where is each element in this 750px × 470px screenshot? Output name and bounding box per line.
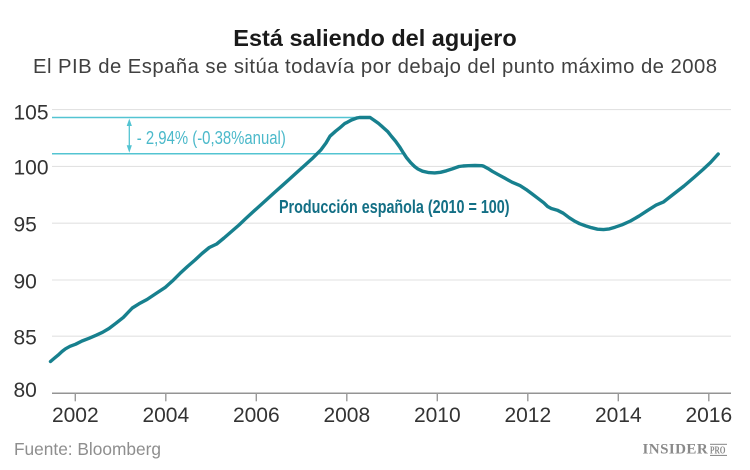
svg-text:100: 100: [14, 157, 49, 180]
svg-text:85: 85: [14, 327, 37, 350]
svg-text:Está saliendo del agujero: Está saliendo del agujero: [233, 25, 516, 51]
svg-text:INSIDER: INSIDER: [643, 442, 709, 458]
svg-text:2010: 2010: [414, 404, 461, 427]
svg-text:Fuente: Bloomberg: Fuente: Bloomberg: [14, 439, 161, 459]
svg-text:2006: 2006: [233, 404, 280, 427]
svg-text:90: 90: [14, 270, 37, 293]
svg-text:2008: 2008: [323, 404, 370, 427]
svg-text:2014: 2014: [595, 404, 642, 427]
svg-text:PRO: PRO: [710, 445, 726, 456]
svg-text:2012: 2012: [504, 404, 551, 427]
svg-text:2004: 2004: [142, 404, 189, 427]
svg-text:El PIB de España se sitúa toda: El PIB de España se sitúa todavía por de…: [33, 56, 717, 78]
svg-text:- 2,94% (-0,38%anual): - 2,94% (-0,38%anual): [137, 128, 286, 148]
svg-text:105: 105: [14, 101, 49, 124]
svg-text:80: 80: [14, 379, 37, 402]
svg-text:95: 95: [14, 214, 37, 237]
svg-text:Producción española (2010 = 10: Producción española (2010 = 100): [279, 197, 510, 217]
svg-text:2002: 2002: [52, 404, 99, 427]
svg-text:2016: 2016: [685, 404, 732, 427]
